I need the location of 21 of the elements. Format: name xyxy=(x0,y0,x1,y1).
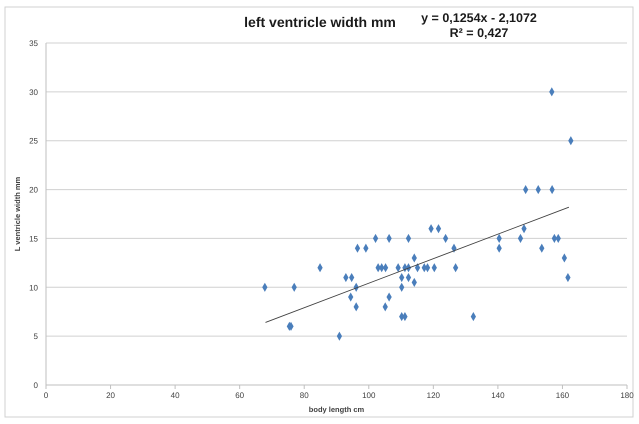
y-tick-label: 15 xyxy=(29,234,39,244)
y-tick-label: 0 xyxy=(34,381,39,390)
y-tick-label: 5 xyxy=(34,332,39,342)
x-tick-label: 180 xyxy=(620,391,634,400)
x-tick-label: 40 xyxy=(170,391,180,400)
x-tick-label: 100 xyxy=(362,391,376,400)
text: y = 0,1254x - 2,1072 xyxy=(421,11,537,25)
y-tick-label: 10 xyxy=(29,283,39,292)
x-tick-label: 80 xyxy=(300,391,310,400)
x-tick-label: 160 xyxy=(556,391,570,400)
x-tick-label: 140 xyxy=(491,391,506,400)
x-tick-label: 120 xyxy=(426,391,441,400)
x-tick-label: 0 xyxy=(44,391,49,400)
y-tick-label: 35 xyxy=(29,39,39,48)
y-tick-label: 20 xyxy=(29,186,39,195)
x-tick-label: 20 xyxy=(106,391,116,400)
text: R² = 0,427 xyxy=(450,26,508,40)
chart-title: left ventricle width mm xyxy=(244,14,396,30)
y-tick-label: 25 xyxy=(29,136,39,146)
y-tick-label: 30 xyxy=(29,88,39,97)
x-tick-label: 60 xyxy=(235,391,245,400)
